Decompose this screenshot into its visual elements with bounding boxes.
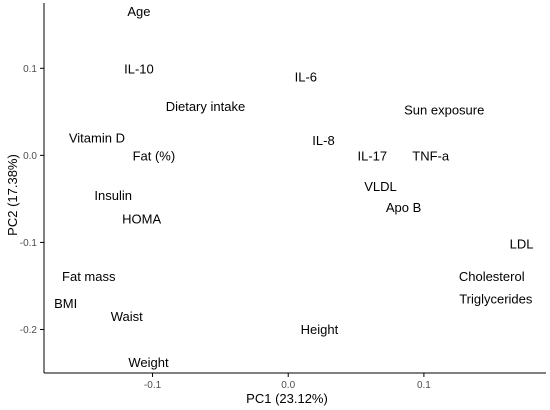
point-label: Fat mass <box>62 269 116 284</box>
point-label: Waist <box>111 309 143 324</box>
y-tick-label: 0.0 <box>23 151 37 162</box>
x-tick-label: 0.1 <box>417 380 431 391</box>
point-label: VLDL <box>364 179 397 194</box>
point-label: Sun exposure <box>404 103 484 118</box>
y-tick-label: 0.1 <box>23 64 37 75</box>
point-label: Apo B <box>386 200 421 215</box>
point-label: IL-8 <box>312 133 334 148</box>
plot-area <box>43 3 546 374</box>
point-label: Insulin <box>94 188 132 203</box>
point-label: TNF-a <box>412 149 450 164</box>
point-label: Cholesterol <box>459 269 525 284</box>
x-axis-title: PC1 (23.12%) <box>246 391 328 406</box>
point-label: Triglycerides <box>459 292 533 307</box>
point-label: LDL <box>510 237 534 252</box>
y-tick-label: -0.1 <box>20 238 38 249</box>
point-label: Weight <box>128 355 169 370</box>
point-label: IL-10 <box>124 62 154 77</box>
point-label: Dietary intake <box>166 99 245 114</box>
point-label: Height <box>301 322 339 337</box>
point-label: IL-6 <box>295 70 317 85</box>
point-label: Fat (%) <box>133 149 176 164</box>
point-label: HOMA <box>122 211 161 226</box>
y-axis-title: PC2 (17.38%) <box>5 154 20 236</box>
x-axis-ticks: -0.1 0.0 0.1 <box>144 373 431 391</box>
x-tick-label: -0.1 <box>144 380 162 391</box>
point-label: BMI <box>54 296 77 311</box>
point-label: Vitamin D <box>69 130 125 145</box>
y-tick-label: -0.2 <box>20 325 38 336</box>
y-axis-ticks: 0.1 0.0 -0.1 -0.2 <box>20 64 44 336</box>
point-labels: Age IL-10 IL-6 Dietary intake Sun exposure Vi… <box>54 4 533 370</box>
x-tick-label: 0.0 <box>281 380 295 391</box>
point-label: IL-17 <box>358 149 388 164</box>
point-label: Age <box>127 4 150 19</box>
